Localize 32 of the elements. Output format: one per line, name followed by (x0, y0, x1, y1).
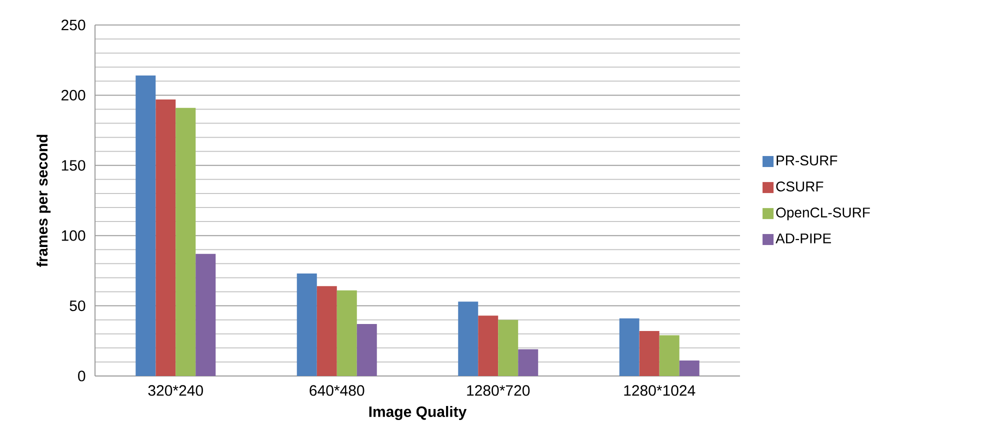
x-tick-label: 640*480 (310, 385, 364, 396)
bar (296, 273, 317, 376)
legend-label: PR-SURF (776, 156, 838, 166)
bar (156, 99, 176, 376)
bar (679, 360, 700, 376)
y-axis-title: frames per second (36, 134, 51, 267)
y-tick-label: 50 (70, 300, 86, 312)
bar (639, 331, 660, 376)
y-tick-label: 250 (62, 20, 86, 30)
x-tick-label: 320*240 (148, 385, 203, 396)
bar (316, 286, 337, 376)
legend-label: OpenCL-SURF (776, 208, 870, 220)
bar (196, 254, 216, 376)
bar (336, 290, 357, 376)
legend-label: CSURF (776, 182, 824, 192)
x-tick-label: 1280*720 (467, 385, 530, 396)
bar (136, 76, 156, 376)
y-tick-label: 0 (78, 370, 86, 382)
bar (619, 318, 640, 376)
bar (176, 108, 196, 376)
legend-label: AD-PIPE (776, 234, 831, 244)
bar (356, 324, 377, 376)
x-axis-title: Image Quality (369, 406, 467, 420)
bar (518, 349, 538, 376)
y-tick-label: 200 (62, 90, 86, 100)
bar (458, 302, 478, 376)
y-tick-label: 150 (62, 160, 86, 171)
bar (498, 320, 518, 376)
x-tick-label: 1280*1024 (624, 385, 696, 396)
y-tick-label: 100 (62, 230, 86, 241)
bar (659, 335, 680, 376)
bar (478, 316, 498, 376)
